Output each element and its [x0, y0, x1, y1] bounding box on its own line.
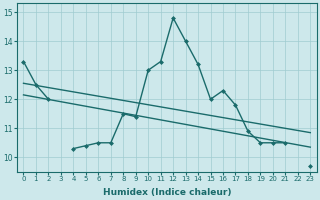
- X-axis label: Humidex (Indice chaleur): Humidex (Indice chaleur): [103, 188, 231, 197]
